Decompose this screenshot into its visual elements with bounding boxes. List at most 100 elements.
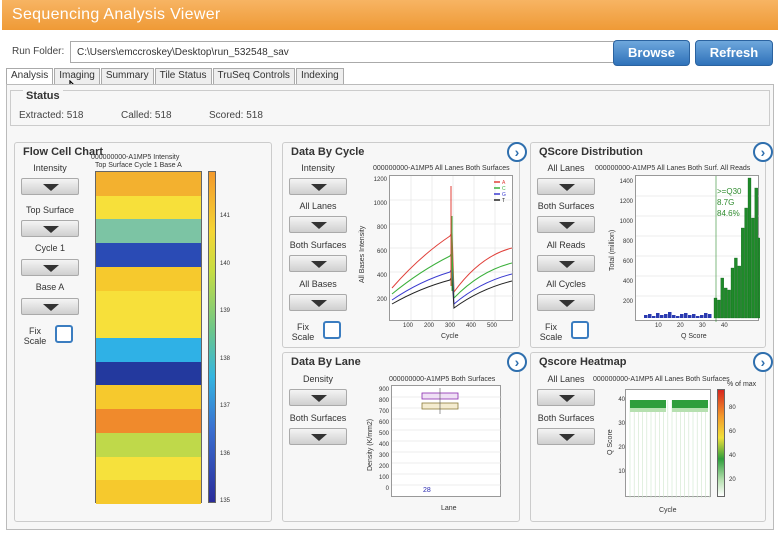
fix-scale-checkbox[interactable] bbox=[323, 321, 341, 339]
tick-label: 20 bbox=[677, 323, 684, 329]
tick-label: 139 bbox=[220, 308, 231, 314]
tab-tile-status[interactable]: Tile Status bbox=[154, 68, 212, 84]
tab-indexing[interactable]: Indexing bbox=[295, 68, 344, 84]
data-by-lane-panel: Data By Lane › Density Both Surfaces 000… bbox=[282, 352, 527, 522]
lane-tile[interactable] bbox=[96, 480, 201, 505]
metric-dropdown[interactable] bbox=[21, 178, 79, 195]
lane-dropdown[interactable] bbox=[537, 178, 595, 195]
lane-box-chart bbox=[392, 388, 502, 486]
flow-cell-lanes[interactable] bbox=[95, 171, 202, 505]
tick-label: 40 bbox=[729, 453, 736, 459]
browse-button[interactable]: Browse bbox=[613, 40, 690, 66]
histogram-bar bbox=[684, 313, 688, 318]
histogram-bar bbox=[751, 217, 755, 319]
lane-dropdown[interactable] bbox=[537, 389, 595, 406]
lane-tile[interactable] bbox=[96, 456, 201, 481]
tick-label: 141 bbox=[220, 213, 231, 219]
histogram-bar bbox=[660, 315, 664, 318]
lane-tile[interactable] bbox=[96, 290, 201, 315]
histogram-bar bbox=[741, 227, 745, 319]
expand-icon[interactable]: › bbox=[753, 352, 773, 372]
tick-label: 600 bbox=[378, 420, 389, 426]
run-folder-input[interactable] bbox=[70, 41, 616, 63]
fix-scale-checkbox[interactable] bbox=[55, 325, 73, 343]
metric-dropdown[interactable] bbox=[289, 178, 347, 195]
surface-dropdown[interactable] bbox=[537, 216, 595, 233]
cycle-ylabel: All Bases Intensity bbox=[359, 225, 366, 283]
tab-truseq-controls[interactable]: TruSeq Controls bbox=[212, 68, 295, 84]
tick-label: 100 bbox=[378, 475, 389, 481]
histogram-bar bbox=[713, 297, 718, 319]
tick-label: 200 bbox=[424, 323, 435, 329]
surface-dropdown[interactable] bbox=[21, 220, 79, 237]
tick-label: 300 bbox=[378, 453, 389, 459]
heatmap-legend-title: % of max bbox=[727, 381, 757, 388]
read-label: All Reads bbox=[546, 240, 586, 250]
lane-tile[interactable] bbox=[96, 243, 201, 268]
tick-label: 100 bbox=[403, 323, 414, 329]
lane-tile[interactable] bbox=[96, 409, 201, 434]
surface-dropdown[interactable] bbox=[289, 428, 347, 445]
lane-dropdown[interactable] bbox=[289, 216, 347, 233]
cycle-dropdown[interactable] bbox=[537, 294, 595, 311]
histogram-bar bbox=[744, 207, 748, 319]
tick-label: 200 bbox=[378, 464, 389, 470]
tick-label: 400 bbox=[378, 442, 389, 448]
lane-tile[interactable] bbox=[96, 195, 201, 220]
tick-label: 1200 bbox=[619, 199, 633, 205]
histogram-bar bbox=[730, 267, 735, 319]
refresh-button[interactable]: Refresh bbox=[695, 40, 773, 66]
tab-analysis[interactable]: Analysis bbox=[6, 68, 54, 84]
expand-icon[interactable]: › bbox=[507, 142, 527, 162]
flow-cell-chart-panel: Flow Cell Chart Intensity Top Surface Cy… bbox=[14, 142, 272, 522]
fix-scale-checkbox[interactable] bbox=[571, 321, 589, 339]
lane-plot[interactable] bbox=[391, 385, 502, 497]
qscore-histogram bbox=[636, 176, 762, 322]
read-dropdown[interactable] bbox=[537, 255, 595, 272]
tick-label: 300 bbox=[445, 323, 456, 329]
fix-scale-label: Fix Scale bbox=[23, 326, 47, 346]
lane-ylabel: Density (K/mm2) bbox=[367, 418, 374, 471]
lane-tile[interactable] bbox=[96, 385, 201, 410]
tick-label: 800 bbox=[622, 239, 633, 245]
lane-tile[interactable] bbox=[96, 432, 201, 458]
heatmap-plot[interactable] bbox=[625, 389, 711, 498]
base-dropdown[interactable] bbox=[21, 298, 79, 315]
tick-label: 500 bbox=[378, 431, 389, 437]
lane-tile[interactable] bbox=[96, 172, 201, 197]
histogram-bar bbox=[692, 314, 696, 318]
q30-yield: 8.7G bbox=[717, 198, 735, 207]
histogram-bar bbox=[652, 316, 656, 318]
lane-tile[interactable] bbox=[96, 361, 201, 386]
tick-label: 80 bbox=[729, 405, 736, 411]
heatmap-band bbox=[672, 408, 708, 412]
cycle-dropdown[interactable] bbox=[21, 259, 79, 276]
expand-icon[interactable]: › bbox=[507, 352, 527, 372]
tick-label: 200 bbox=[376, 297, 387, 303]
histogram-bar bbox=[648, 314, 652, 318]
tab-imaging[interactable]: Imaging bbox=[54, 68, 100, 84]
surface-dropdown[interactable] bbox=[289, 255, 347, 272]
metric-dropdown[interactable] bbox=[289, 389, 347, 406]
heatmap-colorbar bbox=[717, 389, 725, 497]
tick-label: 40 bbox=[618, 397, 625, 403]
metric-label: Intensity bbox=[33, 163, 67, 173]
tick-label: 1400 bbox=[619, 179, 633, 185]
lane-tile[interactable] bbox=[96, 338, 201, 363]
expand-icon[interactable]: › bbox=[753, 142, 773, 162]
histogram-bar bbox=[668, 312, 672, 318]
surface-dropdown[interactable] bbox=[537, 428, 595, 445]
tick-label: 60 bbox=[729, 429, 736, 435]
histogram-bar bbox=[672, 315, 676, 318]
lane-tile[interactable] bbox=[96, 219, 201, 244]
data-by-cycle-title: Data By Cycle bbox=[291, 146, 365, 158]
qscore-plot[interactable] bbox=[635, 175, 762, 322]
histogram-bar bbox=[696, 316, 700, 318]
lane-tile[interactable] bbox=[96, 314, 201, 339]
lane-tile[interactable] bbox=[96, 266, 201, 292]
tick-label: 137 bbox=[220, 403, 231, 409]
tick-label: 20 bbox=[729, 477, 736, 483]
base-dropdown[interactable] bbox=[289, 294, 347, 311]
tab-summary[interactable]: Summary bbox=[100, 68, 154, 84]
